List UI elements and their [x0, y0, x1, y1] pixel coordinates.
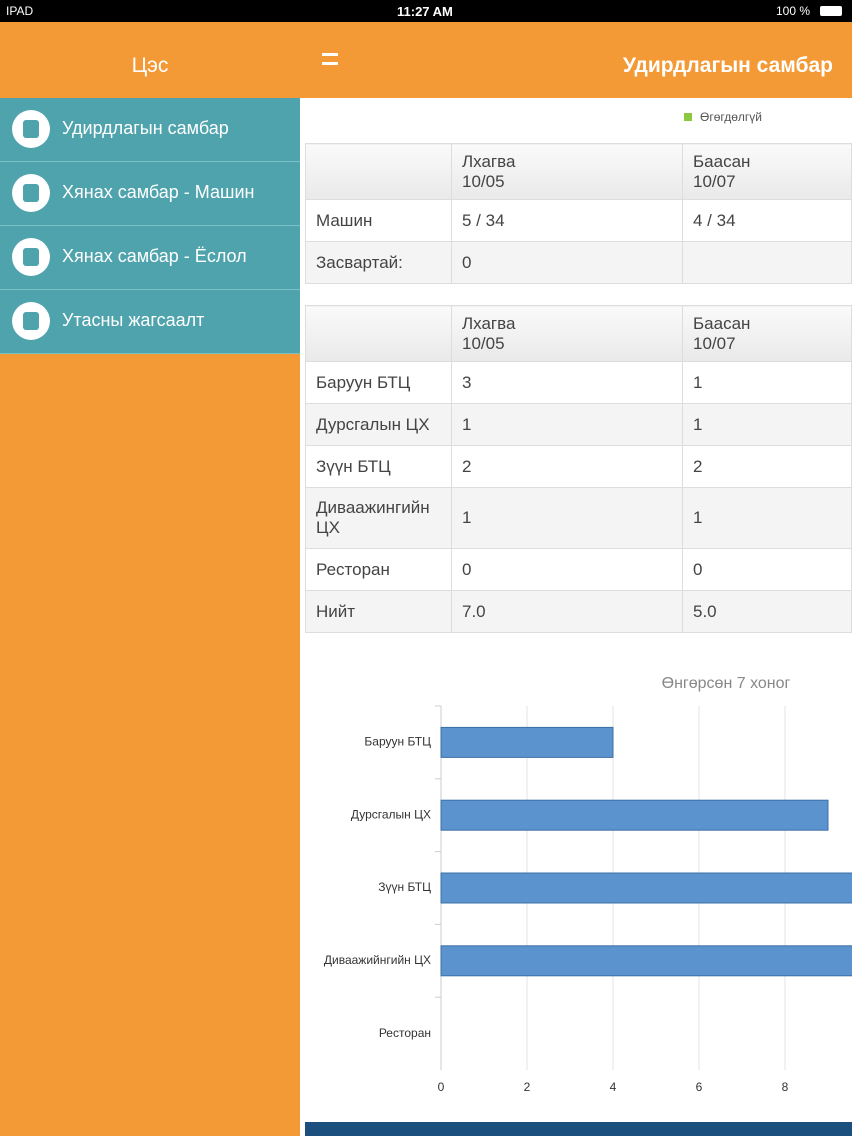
- menu-label: Удирдлагын самбар: [62, 118, 229, 138]
- row: Ресторан 0 0: [305, 548, 852, 591]
- x-tick-label: 0: [438, 1080, 445, 1094]
- row-label: Дурсгалын ЦХ: [305, 403, 452, 446]
- menu-label: Хянах самбар - Ёслол: [62, 246, 247, 266]
- day: Лхагва: [462, 151, 516, 171]
- date: 10/07: [693, 171, 736, 191]
- menu-icon: [12, 174, 50, 212]
- x-tick-label: 6: [696, 1080, 703, 1094]
- cell: 2: [682, 445, 852, 488]
- corner-cell: [305, 305, 452, 362]
- cell: 1: [451, 403, 683, 446]
- header: Цэс Удирдлагын самбар: [0, 22, 852, 98]
- sidebar: Удирдлагын самбар Хянах самбар - Машин Хян…: [0, 98, 300, 1136]
- menu-label: Хянах самбар - Машин: [62, 182, 255, 202]
- row-label: Зүүн БТЦ: [305, 445, 452, 488]
- bar: [440, 726, 614, 758]
- data-table: Лхагва 10/05 Баасан 10/07 Машин 5 / 34 4 / 34 З…: [305, 143, 852, 284]
- row: Диваажингийн ЦХ 1 1: [305, 487, 852, 549]
- menu-icon: [12, 238, 50, 276]
- menu-item[interactable]: Утасны жагсаалт: [0, 290, 300, 354]
- icon-glyph: [23, 184, 39, 202]
- bar: [440, 945, 852, 977]
- y-tick-label: Дурсгалын ЦХ: [351, 807, 431, 821]
- bar: [440, 799, 829, 831]
- menu-toggle[interactable]: [322, 53, 338, 65]
- y-tick-label: Диваажийнгийн ЦХ: [324, 953, 431, 967]
- row: Нийт 7.0 5.0: [305, 590, 852, 633]
- date: 10/07: [693, 333, 736, 353]
- column-header: Баасан 10/07: [682, 143, 852, 200]
- x-tick-label: 8: [782, 1080, 789, 1094]
- row-label: Машин: [305, 199, 452, 242]
- row: Баруун БТЦ 3 1: [305, 361, 852, 404]
- corner-cell: [305, 143, 452, 200]
- column-header: Лхагва 10/05: [451, 305, 683, 362]
- day: Лхагва: [462, 313, 516, 333]
- icon-glyph: [23, 312, 39, 330]
- cell: 5.0: [682, 590, 852, 633]
- status-bar: IPAD 11:27 AM 100 %: [0, 0, 852, 22]
- chart: Өнгөрсөн 7 хоног 0 2 4 6 8 Баруун БТЦ Дурсгалы…: [324, 675, 852, 1094]
- menu-label: Утасны жагсаалт: [62, 310, 205, 330]
- cell: [682, 241, 852, 284]
- row-label: Ресторан: [305, 548, 452, 591]
- day: Баасан: [693, 313, 751, 333]
- column-header: Лхагва 10/05: [451, 143, 683, 200]
- cell: 3: [451, 361, 683, 404]
- chart-title: Өнгөрсөн 7 хоног: [662, 675, 791, 692]
- column-header: Баасан 10/07: [682, 305, 852, 362]
- cell: 0: [682, 548, 852, 591]
- cell: 7.0: [451, 590, 683, 633]
- battery-text: 100 %: [776, 4, 811, 18]
- header-row: Лхагва 10/05 Баасан 10/07: [305, 143, 852, 200]
- row-label: Нийт: [305, 590, 452, 633]
- cell: 1: [682, 361, 852, 404]
- row: Засвартай: 0: [305, 241, 852, 284]
- row: Зүүн БТЦ 2 2: [305, 445, 852, 488]
- date: 10/05: [462, 171, 505, 191]
- menu-item[interactable]: Хянах самбар - Ёслол: [0, 226, 300, 290]
- cell: 1: [682, 487, 852, 549]
- page-title: Удирдлагын самбар: [622, 54, 833, 77]
- icon-glyph: [23, 248, 39, 266]
- row-label: Засвартай:: [305, 241, 452, 284]
- x-tick-label: 2: [524, 1080, 531, 1094]
- cell: 0: [451, 548, 683, 591]
- y-tick-label: Ресторан: [379, 1026, 431, 1040]
- legend-swatch: [684, 113, 692, 121]
- row-label: Баруун БТЦ: [305, 361, 452, 404]
- cell: 0: [451, 241, 683, 284]
- cell: 2: [451, 445, 683, 488]
- time: 11:27 AM: [397, 4, 453, 19]
- bar: [440, 872, 852, 904]
- battery-icon: [820, 6, 842, 16]
- row: Машин 5 / 34 4 / 34: [305, 199, 852, 242]
- legend-note: Өгөгдөлгүй: [700, 110, 762, 124]
- device: IPAD: [6, 4, 34, 18]
- row-label: Диваажингийн ЦХ: [305, 487, 452, 549]
- cell: 4 / 34: [682, 199, 852, 242]
- x-tick-label: 4: [610, 1080, 617, 1094]
- row: Дурсгалын ЦХ 1 1: [305, 403, 852, 446]
- cell: 1: [451, 487, 683, 549]
- data-table: Лхагва 10/05 Баасан 10/07 Баруун БТЦ 3 1 Дурсга…: [305, 305, 852, 633]
- menu-item[interactable]: Хянах самбар - Машин: [0, 162, 300, 226]
- menu-item[interactable]: Удирдлагын самбар: [0, 98, 300, 162]
- menu-icon: [12, 110, 50, 148]
- y-tick-label: Зүүн БТЦ: [378, 880, 431, 894]
- cell: 1: [682, 403, 852, 446]
- menu-icon: [12, 302, 50, 340]
- y-tick-label: Баруун БТЦ: [364, 735, 431, 749]
- date: 10/05: [462, 333, 505, 353]
- day: Баасан: [693, 151, 751, 171]
- footer-bar: [305, 1122, 852, 1136]
- icon-glyph: [23, 120, 39, 138]
- cell: 5 / 34: [451, 199, 683, 242]
- menu-title: Цэс: [131, 54, 169, 77]
- header-row: Лхагва 10/05 Баасан 10/07: [305, 305, 852, 362]
